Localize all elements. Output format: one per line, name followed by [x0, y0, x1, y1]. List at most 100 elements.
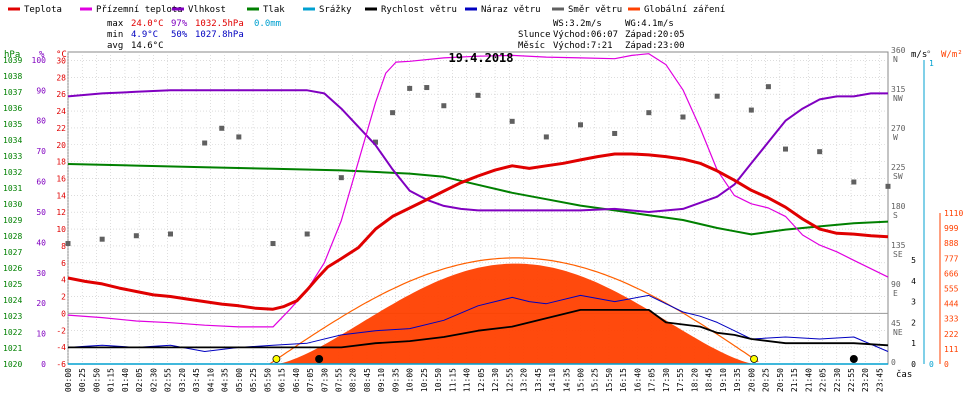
- x-tick-label: 10:50: [434, 368, 443, 392]
- direction-tick-label: 225: [891, 163, 906, 172]
- x-tick-label: 17:05: [648, 368, 657, 392]
- x-tick-label: 23:20: [861, 368, 870, 392]
- stat-max-temp: 24.0°C: [131, 19, 164, 29]
- temperature-line: [67, 152, 889, 311]
- pressure-tick-label: 1029: [3, 216, 22, 225]
- solar-tick-label: 888: [944, 239, 959, 248]
- temperature-tick-label: -2: [56, 326, 66, 335]
- pressure-tick-label: 1027: [3, 248, 22, 257]
- x-tick-label: 12:30: [491, 368, 500, 392]
- direction-tick-label: 0: [891, 358, 896, 367]
- wind-tick-label: 3: [911, 298, 916, 307]
- wind-direction-point: [680, 114, 686, 120]
- direction-compass-label: SW: [893, 172, 903, 181]
- x-tick-label: 11:40: [463, 368, 472, 392]
- solar-tick-label: 555: [944, 285, 959, 294]
- direction-tick-label: 360: [891, 46, 906, 55]
- wind-direction-point: [714, 93, 720, 99]
- x-tick-label: 11:15: [448, 368, 457, 392]
- direction-tick-label: 45: [891, 319, 901, 328]
- pressure-tick-label: 1037: [3, 88, 22, 97]
- x-tick-label: 18:20: [690, 368, 699, 392]
- x-tick-label: 09:10: [377, 368, 386, 392]
- temperature-tick-label: -6: [56, 360, 66, 369]
- direction-compass-label: E: [893, 289, 898, 298]
- wind-direction-point: [236, 134, 242, 140]
- unit-hpa: hPa: [4, 50, 20, 60]
- wind-direction-point: [390, 110, 396, 116]
- x-tick-label: 04:35: [221, 368, 230, 392]
- temperature-tick-label: 16: [56, 174, 66, 183]
- temperature-tick-label: 22: [56, 124, 66, 133]
- moonrise-marker: [315, 355, 324, 363]
- x-tick-label: 17:55: [676, 368, 685, 392]
- wind-direction-point: [783, 146, 788, 152]
- wind-ws: WS:3.2m/s: [553, 19, 602, 29]
- x-tick-label: 00:25: [78, 368, 87, 392]
- unit-pct: %: [39, 50, 45, 60]
- line-series: [65, 53, 891, 365]
- wind-direction-point: [424, 85, 430, 91]
- rain-tick-label: 0: [929, 360, 934, 369]
- direction-compass-label: N: [893, 55, 898, 64]
- solar-tick-label: 666: [944, 269, 959, 278]
- legend-label: Směr větru: [568, 5, 622, 15]
- wind-direction-point: [543, 134, 549, 140]
- x-tick-label: 23:45: [875, 368, 884, 392]
- x-tick-label: 03:45: [192, 368, 201, 392]
- temperature-tick-label: 4: [61, 276, 66, 285]
- wind-direction-point: [441, 103, 447, 109]
- axes: 1020102110221023102410251026102710281029…: [3, 46, 963, 392]
- unit-x: čas: [896, 369, 912, 380]
- sun-moon-markers: [272, 355, 858, 363]
- sun-moon-block: WS:3.2m/s WG:4.1m/s Slunce Východ:06:07 …: [518, 19, 685, 51]
- solar-tick-label: 1110: [944, 209, 963, 218]
- temperature-tick-label: 26: [56, 90, 66, 99]
- x-tick-label: 21:15: [790, 368, 799, 392]
- x-tick-label: 15:00: [577, 368, 586, 392]
- legend: Teplota Přízemní teplota Vlhkost Tlak Srážky…: [8, 5, 725, 15]
- pressure-tick-label: 1039: [3, 56, 22, 65]
- humidity-tick-label: 50: [36, 208, 46, 217]
- temperature-tick-label: 2: [61, 293, 66, 302]
- x-tick-label: 16:40: [633, 368, 642, 392]
- wind-direction-point: [407, 85, 413, 91]
- humidity-tick-label: 0: [41, 360, 46, 369]
- legend-label: Rychlost větru: [381, 5, 457, 15]
- x-tick-label: 21:40: [804, 368, 813, 392]
- legend-label: Náraz větru: [481, 5, 541, 15]
- stat-min-label: min: [107, 30, 123, 40]
- direction-tick-label: 180: [891, 202, 906, 211]
- wind-direction-point: [765, 84, 771, 90]
- solar-tick-label: 777: [944, 254, 959, 263]
- solar-tick-label: 222: [944, 330, 959, 339]
- pressure-tick-label: 1021: [3, 344, 22, 353]
- unit-degc: °C: [56, 50, 67, 60]
- x-tick-label: 13:20: [520, 368, 529, 392]
- wind-tick-label: 2: [911, 318, 916, 327]
- solar-tick-label: 333: [944, 315, 959, 324]
- pressure-tick-label: 1038: [3, 72, 22, 81]
- humidity-tick-label: 10: [36, 330, 46, 339]
- humidity-tick-label: 30: [36, 269, 46, 278]
- direction-tick-label: 90: [891, 280, 901, 289]
- x-tick-label: 02:55: [164, 368, 173, 392]
- solar-tick-label: 0: [944, 360, 949, 369]
- x-tick-label: 20:00: [747, 368, 756, 392]
- temperature-tick-label: 6: [61, 259, 66, 268]
- x-tick-label: 10:25: [420, 368, 429, 392]
- wind-tick-label: 5: [911, 256, 916, 265]
- humidity-tick-label: 20: [36, 299, 46, 308]
- x-tick-label: 19:35: [733, 368, 742, 392]
- wind-direction-point: [338, 175, 344, 181]
- wind-tick-label: 1: [911, 339, 916, 348]
- pressure-tick-label: 1020: [3, 360, 22, 369]
- legend-label: Srážky: [319, 5, 352, 15]
- x-tick-label: 20:25: [762, 368, 771, 392]
- x-tick-label: 00:00: [64, 368, 73, 392]
- solar-tick-label: 444: [944, 300, 959, 309]
- wind-tick-label: 0: [911, 360, 916, 369]
- sunrise-marker: [272, 355, 281, 363]
- wind-direction-point: [99, 236, 105, 242]
